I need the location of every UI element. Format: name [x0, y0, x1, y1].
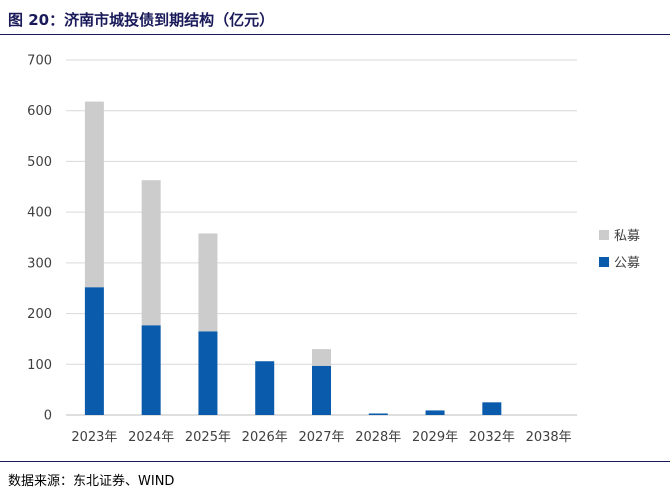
x-tick-label: 2027年	[298, 430, 344, 445]
legend-swatch	[599, 230, 609, 240]
bar-public-2023年	[84, 287, 104, 415]
source-note: 数据来源：东北证券、WIND	[8, 474, 175, 489]
bars	[84, 101, 502, 415]
figure-title: 图 20：济南市城投债到期结构（亿元）	[8, 11, 275, 29]
bar-public-2025年	[198, 331, 218, 415]
bar-public-2026年	[255, 361, 275, 415]
bar-public-2029年	[425, 410, 445, 415]
bar-public-2024年	[141, 325, 161, 415]
x-tick-label: 2032年	[469, 430, 515, 445]
bar-public-2028年	[368, 413, 388, 415]
y-tick-label: 100	[27, 358, 52, 373]
legend-swatch	[599, 257, 609, 267]
x-tick-label: 2026年	[242, 430, 288, 445]
footer-rule	[0, 461, 670, 462]
y-tick-label: 300	[27, 256, 52, 271]
y-tick-label: 200	[27, 307, 52, 322]
x-tick-label: 2023年	[71, 430, 117, 445]
y-tick-label: 700	[27, 54, 52, 69]
y-tick-label: 500	[27, 155, 52, 170]
title-rule	[0, 34, 670, 35]
bar-private-2027年	[312, 349, 331, 366]
bar-private-2023年	[84, 101, 104, 288]
x-axis-ticks: 2023年 2024年 2025年 2026年 2027年 2028年 2029年 2032年…	[71, 430, 571, 445]
legend-label: 私募	[614, 229, 640, 244]
bar-public-2032年	[482, 402, 502, 415]
bar-private-2025年	[198, 233, 218, 332]
x-tick-label: 2024年	[128, 430, 174, 445]
x-tick-label: 2025年	[185, 430, 231, 445]
legend-label: 公募	[614, 256, 640, 271]
x-tick-label: 2038年	[526, 430, 572, 445]
bar-public-2027年	[312, 365, 331, 415]
bar-private-2024年	[141, 180, 161, 326]
y-tick-label: 400	[27, 206, 52, 221]
x-tick-label: 2029年	[412, 430, 458, 445]
y-axis-ticks: 0 100 200 300 400 500 600 700	[27, 54, 52, 424]
y-tick-label: 0	[44, 409, 52, 424]
x-tick-label: 2028年	[355, 430, 401, 445]
y-tick-label: 600	[27, 104, 52, 119]
